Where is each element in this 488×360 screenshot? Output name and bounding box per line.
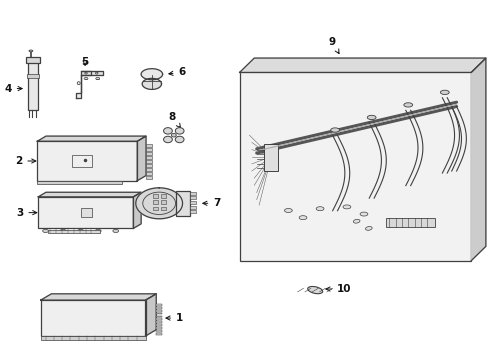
Bar: [38, 197, 133, 228]
Ellipse shape: [175, 128, 183, 134]
Bar: [156, 316, 162, 318]
Polygon shape: [41, 294, 156, 300]
Bar: [72, 155, 92, 167]
Ellipse shape: [78, 229, 83, 233]
Bar: [146, 176, 152, 179]
Bar: [190, 201, 196, 204]
Bar: [27, 60, 38, 110]
Ellipse shape: [60, 229, 66, 233]
Bar: [190, 206, 196, 209]
Bar: [156, 333, 162, 334]
Text: 1: 1: [165, 313, 183, 323]
Bar: [156, 304, 162, 306]
Ellipse shape: [163, 128, 172, 134]
Ellipse shape: [366, 115, 375, 120]
Ellipse shape: [365, 226, 371, 230]
Ellipse shape: [299, 216, 306, 220]
Polygon shape: [38, 192, 141, 197]
Ellipse shape: [113, 229, 119, 233]
Bar: [160, 194, 165, 198]
Ellipse shape: [95, 72, 98, 74]
Ellipse shape: [403, 103, 412, 107]
Bar: [160, 207, 165, 211]
Polygon shape: [137, 136, 146, 181]
Bar: [190, 211, 196, 213]
Bar: [37, 181, 122, 184]
Polygon shape: [136, 188, 182, 219]
Text: 3: 3: [16, 208, 37, 218]
Ellipse shape: [96, 77, 100, 80]
Text: 10: 10: [325, 284, 351, 294]
Ellipse shape: [163, 136, 172, 143]
Bar: [264, 144, 277, 171]
Ellipse shape: [95, 229, 101, 233]
Text: 7: 7: [203, 198, 220, 208]
Ellipse shape: [440, 90, 448, 95]
Polygon shape: [239, 58, 485, 72]
Text: 5: 5: [81, 57, 88, 67]
Text: 4: 4: [4, 84, 22, 94]
Bar: [156, 327, 162, 329]
Bar: [146, 168, 152, 171]
Bar: [190, 192, 196, 195]
Bar: [146, 160, 152, 163]
Polygon shape: [76, 71, 91, 98]
Bar: [26, 74, 39, 78]
Ellipse shape: [316, 207, 324, 211]
Text: 9: 9: [328, 37, 338, 54]
Bar: [146, 156, 152, 159]
Polygon shape: [141, 69, 162, 80]
Bar: [156, 310, 162, 312]
Bar: [153, 194, 158, 198]
Ellipse shape: [42, 229, 48, 233]
Ellipse shape: [307, 287, 322, 294]
Bar: [37, 141, 137, 181]
Ellipse shape: [171, 134, 176, 137]
Text: 6: 6: [168, 67, 185, 77]
Bar: [48, 230, 100, 233]
Ellipse shape: [330, 128, 339, 132]
Bar: [156, 313, 162, 315]
Ellipse shape: [77, 82, 80, 85]
Bar: [175, 191, 190, 216]
Bar: [153, 201, 158, 204]
Ellipse shape: [359, 212, 367, 216]
Ellipse shape: [84, 72, 87, 74]
Text: 2: 2: [15, 156, 36, 166]
Bar: [146, 164, 152, 167]
Bar: [156, 330, 162, 332]
Polygon shape: [470, 58, 485, 261]
Polygon shape: [145, 294, 156, 336]
Bar: [146, 172, 152, 175]
Ellipse shape: [29, 50, 33, 52]
Polygon shape: [142, 78, 161, 89]
Ellipse shape: [353, 219, 359, 223]
Polygon shape: [133, 192, 141, 228]
Bar: [156, 307, 162, 309]
Ellipse shape: [284, 208, 292, 212]
Bar: [239, 72, 470, 261]
Bar: [385, 218, 434, 226]
Polygon shape: [81, 71, 103, 75]
Ellipse shape: [342, 205, 350, 209]
Bar: [156, 319, 162, 320]
Bar: [160, 201, 165, 204]
Bar: [156, 324, 162, 326]
Text: 8: 8: [168, 112, 180, 128]
Ellipse shape: [84, 77, 88, 80]
Bar: [146, 144, 152, 147]
Polygon shape: [37, 136, 146, 141]
Bar: [190, 197, 196, 199]
Bar: [41, 300, 145, 336]
Bar: [146, 152, 152, 155]
Bar: [153, 207, 158, 211]
Bar: [81, 208, 92, 217]
Ellipse shape: [175, 136, 183, 143]
Bar: [25, 57, 40, 63]
Bar: [156, 321, 162, 323]
Bar: [41, 336, 145, 339]
Bar: [146, 148, 152, 151]
